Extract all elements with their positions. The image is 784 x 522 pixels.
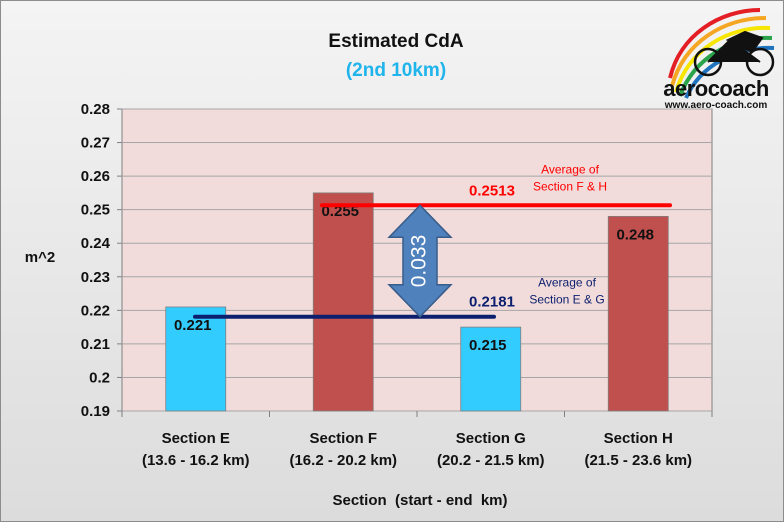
reference-lines: 0.2513 Average of Section F & H 0.2181 Avera… bbox=[193, 162, 672, 319]
y-axis-ticks: 0.19 0.2 0.21 0.22 0.23 0.24 0.25 0.26 0.27 0.28 bbox=[81, 101, 111, 420]
y-axis-title: m^2 bbox=[25, 249, 55, 266]
category-label: Section E bbox=[162, 430, 230, 447]
bar bbox=[312, 192, 374, 412]
data-label: 0.248 bbox=[616, 226, 654, 243]
y-tick-label: 0.19 bbox=[81, 403, 110, 420]
category-label: Section H bbox=[604, 430, 673, 447]
double-arrow-icon bbox=[387, 204, 453, 318]
logo-url: www.aero-coach.com bbox=[664, 100, 768, 111]
category-label: Section F bbox=[309, 430, 377, 447]
x-axis-categories: Section E (13.6 - 16.2 km) Section F (16.2 … bbox=[121, 411, 713, 469]
reference-value-label: 0.2513 bbox=[469, 182, 515, 199]
aerocoach-logo: aerocoach www.aero-coach.com bbox=[663, 8, 775, 111]
category-label: (16.2 - 20.2 km) bbox=[289, 452, 397, 469]
reference-note: Average of bbox=[538, 276, 596, 290]
y-tick-label: 0.2 bbox=[89, 369, 110, 386]
chart-title: Estimated CdA bbox=[328, 31, 463, 52]
y-tick-label: 0.25 bbox=[81, 202, 110, 219]
y-tick-label: 0.27 bbox=[81, 135, 110, 152]
logo-brand: aerocoach bbox=[663, 76, 769, 101]
cyclist-icon bbox=[707, 30, 764, 63]
bar bbox=[460, 326, 522, 412]
y-tick-label: 0.23 bbox=[81, 269, 110, 286]
category-label: Section G bbox=[456, 430, 526, 447]
difference-label: 0.033 bbox=[408, 235, 431, 288]
y-tick-label: 0.28 bbox=[81, 101, 110, 118]
reference-note: Average of bbox=[541, 162, 599, 176]
data-label: 0.215 bbox=[469, 337, 507, 354]
bar bbox=[607, 215, 669, 412]
category-label: (20.2 - 21.5 km) bbox=[437, 452, 545, 469]
bar bbox=[165, 306, 227, 412]
reference-value-label: 0.2181 bbox=[469, 294, 515, 311]
y-tick-label: 0.21 bbox=[81, 336, 110, 353]
chart-subtitle: (2nd 10km) bbox=[346, 60, 446, 81]
reference-note: Section E & G bbox=[529, 293, 604, 307]
y-tick-label: 0.22 bbox=[81, 302, 110, 319]
data-label: 0.221 bbox=[174, 317, 212, 334]
y-tick-label: 0.26 bbox=[81, 168, 110, 185]
y-tick-label: 0.24 bbox=[81, 235, 111, 252]
difference-arrow: 0.033 bbox=[387, 204, 453, 318]
category-label: (13.6 - 16.2 km) bbox=[142, 452, 250, 469]
x-axis-title: Section (start - end km) bbox=[332, 492, 507, 509]
reference-note: Section F & H bbox=[533, 179, 607, 193]
category-label: (21.5 - 23.6 km) bbox=[584, 452, 692, 469]
